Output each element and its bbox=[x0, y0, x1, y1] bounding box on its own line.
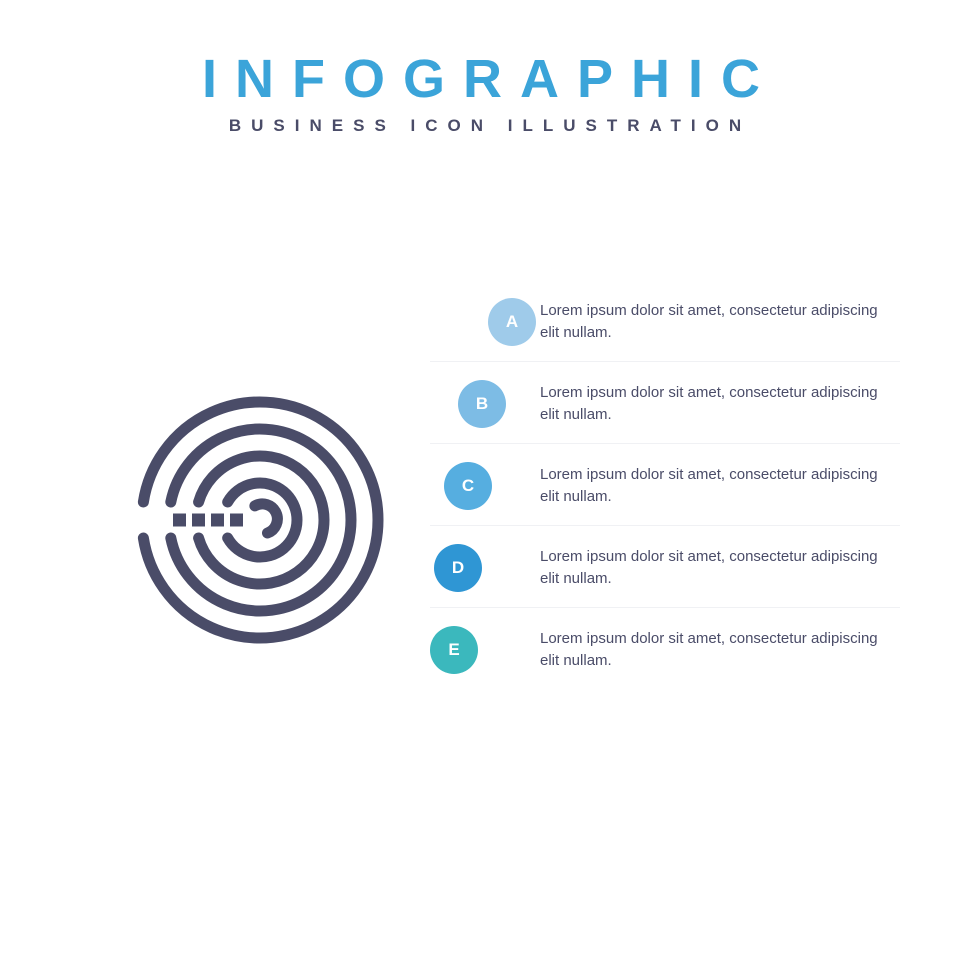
subtitle: BUSINESS ICON ILLUSTRATION bbox=[0, 116, 980, 136]
infographic-page: INFOGRAPHIC BUSINESS ICON ILLUSTRATION A… bbox=[0, 0, 980, 980]
header: INFOGRAPHIC BUSINESS ICON ILLUSTRATION bbox=[0, 0, 980, 136]
list-item: D Lorem ipsum dolor sit amet, consectetur… bbox=[430, 526, 900, 608]
list-item: ALorem ipsum dolor sit amet, consectetur… bbox=[430, 280, 900, 362]
list-item: B Lorem ipsum dolor sit amet, consectetur… bbox=[430, 362, 900, 444]
item-bullet: C bbox=[444, 462, 492, 510]
list-item: E Lorem ipsum dolor sit amet, consectetur… bbox=[430, 608, 900, 690]
item-bullet: E bbox=[430, 626, 478, 674]
item-description: Lorem ipsum dolor sit amet, consectetur … bbox=[540, 462, 900, 508]
item-description: Lorem ipsum dolor sit amet, consectetur … bbox=[540, 544, 900, 590]
item-description: Lorem ipsum dolor sit amet, consectetur … bbox=[540, 626, 900, 672]
content-body: ALorem ipsum dolor sit amet, consectetur… bbox=[0, 280, 980, 900]
item-list: ALorem ipsum dolor sit amet, consectetur… bbox=[430, 280, 900, 690]
item-bullet: B bbox=[458, 380, 506, 428]
spiral-chart-icon bbox=[130, 390, 390, 650]
item-bullet: A bbox=[488, 298, 536, 346]
item-description: Lorem ipsum dolor sit amet, consectetur … bbox=[540, 380, 900, 426]
item-description: Lorem ipsum dolor sit amet, consectetur … bbox=[540, 298, 900, 344]
item-bullet: D bbox=[434, 544, 482, 592]
list-item: C Lorem ipsum dolor sit amet, consectetur… bbox=[430, 444, 900, 526]
main-title: INFOGRAPHIC bbox=[0, 48, 980, 110]
